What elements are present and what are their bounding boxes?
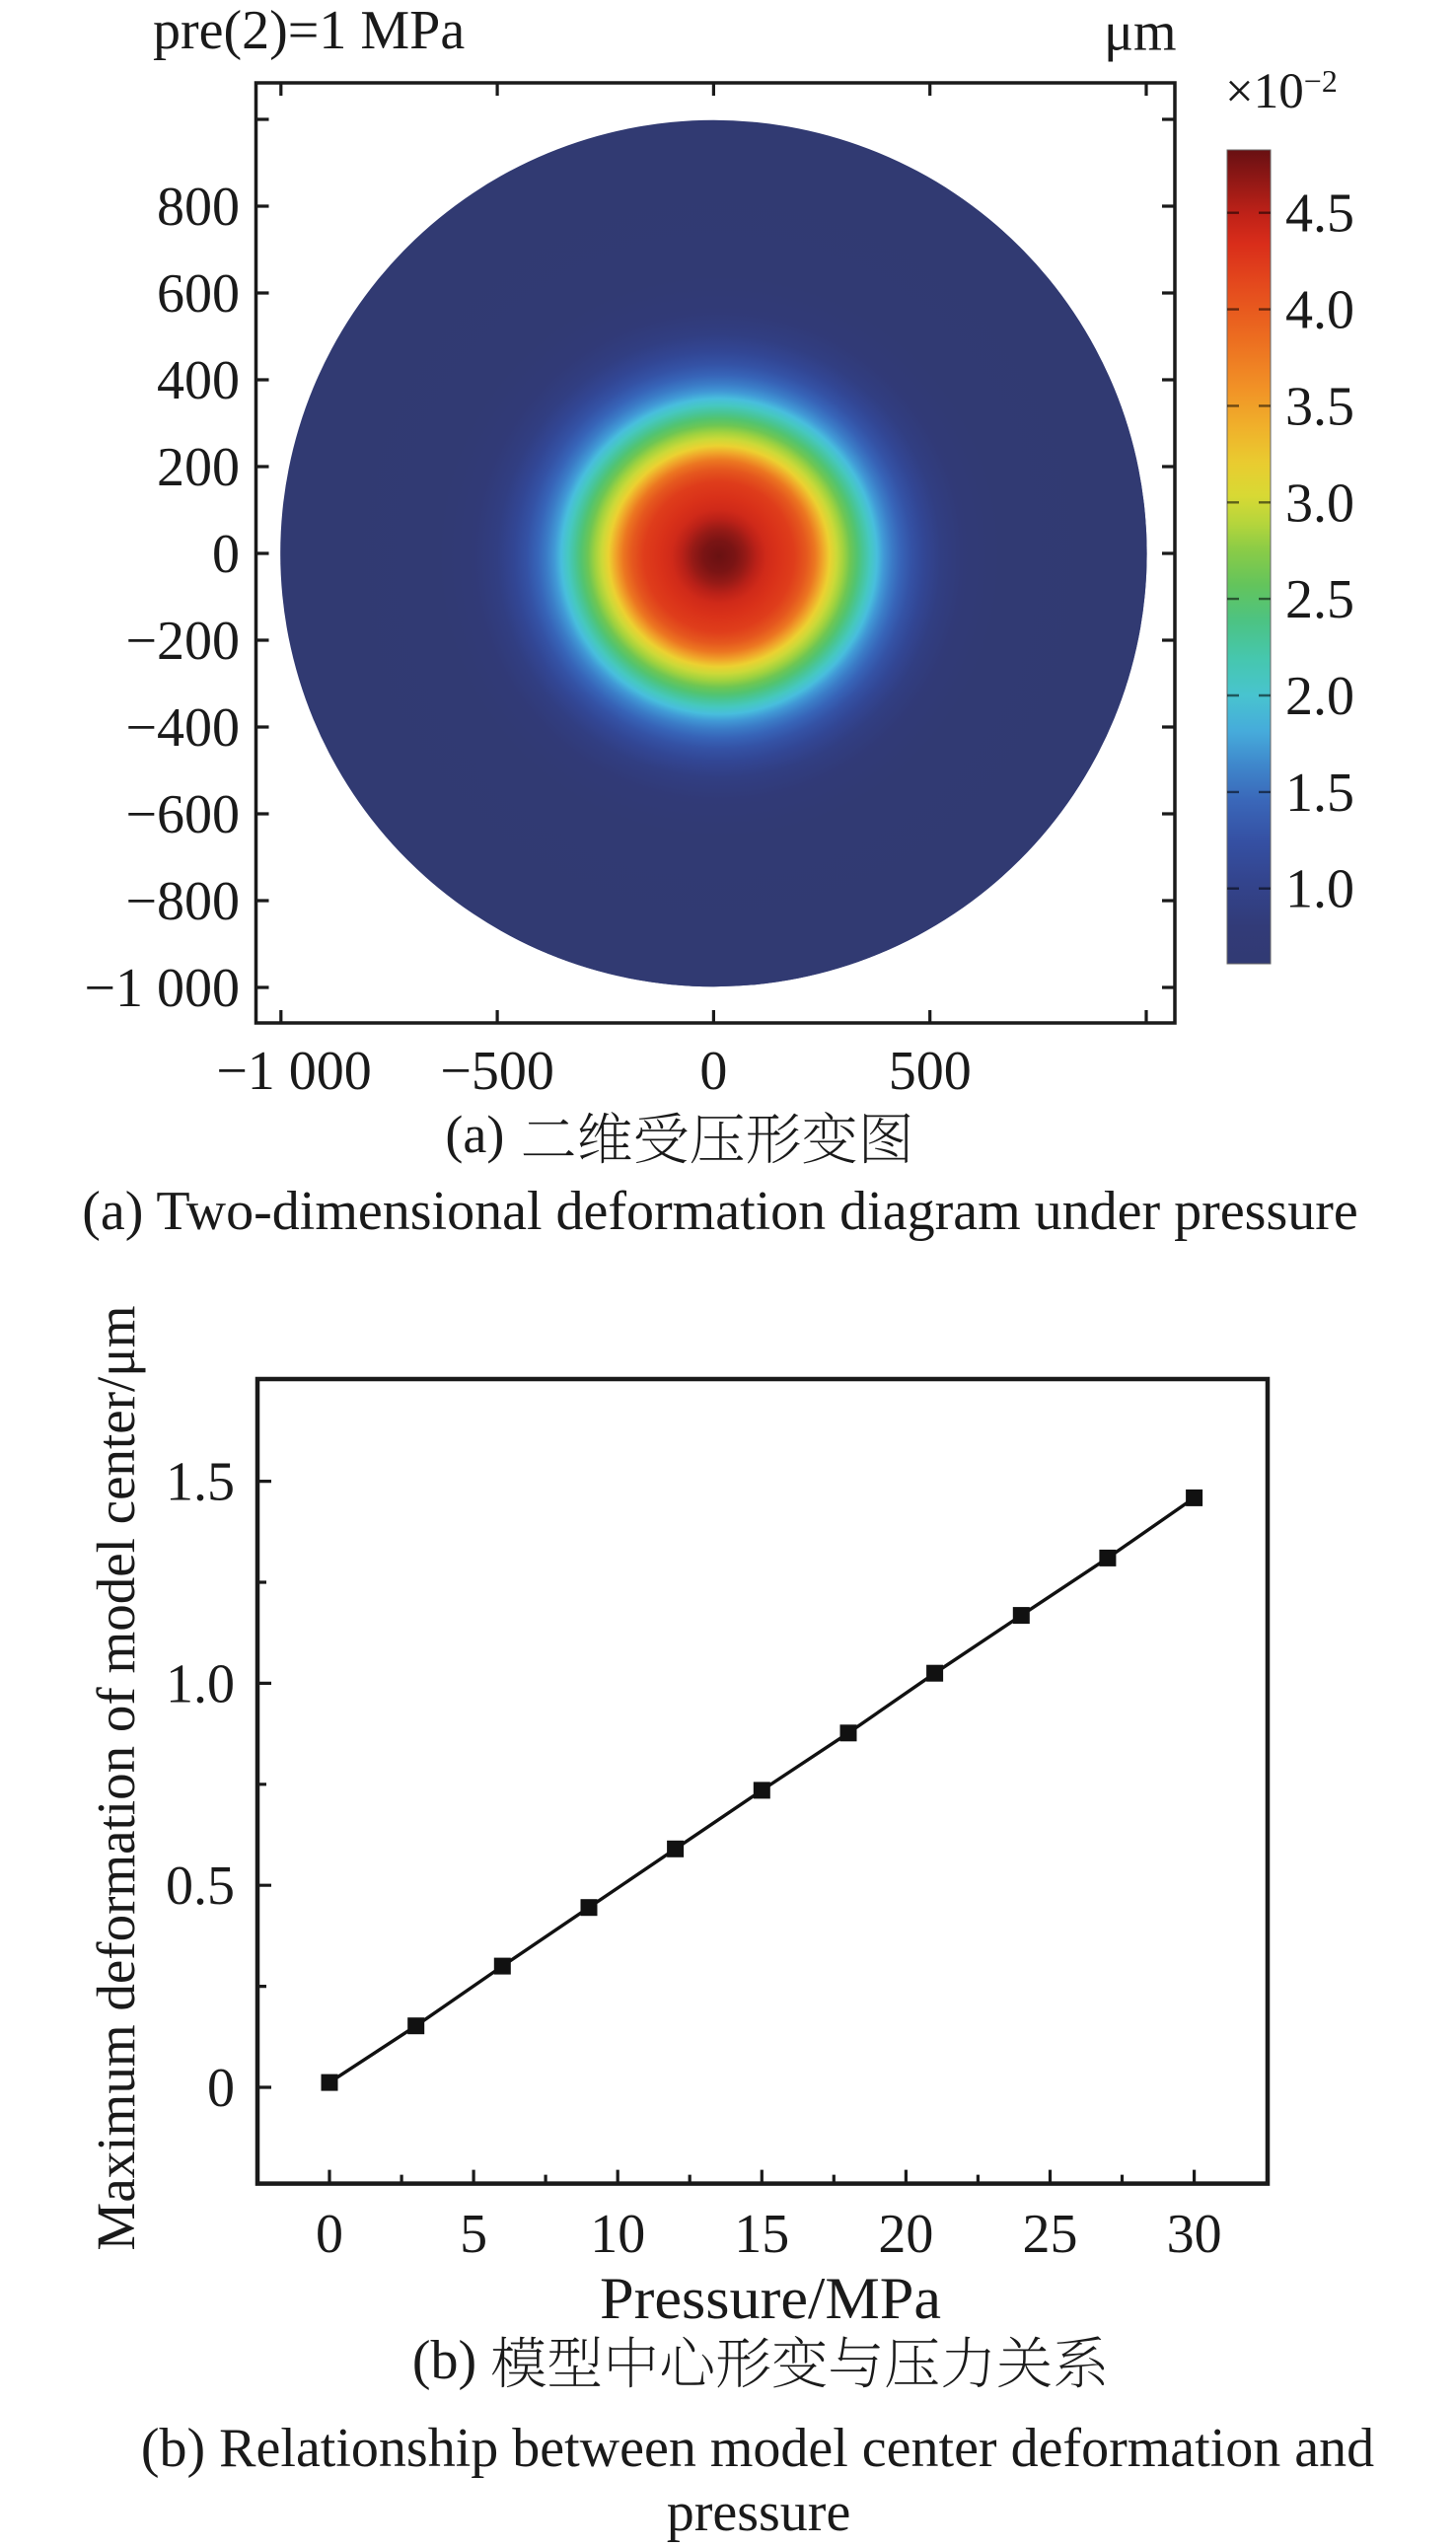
svg-text:(a): (a) [445,1105,504,1164]
svg-text:pressure: pressure [667,2482,851,2543]
svg-text:3.5: 3.5 [1285,376,1354,437]
svg-text:200: 200 [157,437,240,498]
svg-text:×10−2: ×10−2 [1225,63,1338,119]
svg-text:(b) Relationship between model: (b) Relationship between model center de… [141,2418,1374,2479]
svg-text:3.0: 3.0 [1285,473,1354,534]
svg-text:600: 600 [157,263,240,325]
svg-text:0: 0 [316,2204,343,2265]
svg-text:(a) Two-dimensional deformatio: (a) Two-dimensional deformation diagram … [82,1181,1358,1242]
svg-text:1.0: 1.0 [1285,859,1354,920]
svg-text:25: 25 [1023,2204,1078,2265]
svg-text:10: 10 [590,2204,645,2265]
svg-text:5: 5 [460,2204,487,2265]
svg-text:μm: μm [1104,2,1177,63]
svg-text:1.0: 1.0 [166,1653,235,1714]
svg-text:4.0: 4.0 [1285,280,1354,341]
svg-text:Pressure/MPa: Pressure/MPa [600,2266,941,2331]
svg-text:1.5: 1.5 [166,1452,235,1513]
svg-text:(b): (b) [412,2330,476,2391]
svg-text:800: 800 [157,177,240,238]
svg-text:20: 20 [878,2204,933,2265]
svg-text:pre(2)=1 MPa: pre(2)=1 MPa [153,0,465,61]
svg-text:−400: −400 [125,697,240,759]
svg-text:15: 15 [734,2204,789,2265]
svg-text:−600: −600 [125,784,240,845]
svg-text:0: 0 [212,524,240,585]
svg-text:−200: −200 [125,611,240,672]
svg-text:4.5: 4.5 [1285,183,1354,245]
svg-text:400: 400 [157,350,240,411]
svg-text:0.5: 0.5 [166,1856,235,1917]
svg-text:0: 0 [207,2058,235,2119]
svg-text:−800: −800 [125,871,240,932]
svg-text:−1 000: −1 000 [84,958,240,1019]
svg-text:1.5: 1.5 [1285,763,1354,824]
svg-text:2.0: 2.0 [1285,666,1354,727]
svg-text:0: 0 [699,1041,727,1102]
svg-text:2.5: 2.5 [1285,569,1354,630]
svg-text:−1 000: −1 000 [216,1041,372,1102]
svg-text:30: 30 [1167,2204,1222,2265]
svg-text:−500: −500 [440,1041,554,1102]
svg-text:Maximum deformation of model c: Maximum deformation of model center/μm [86,1305,146,2250]
svg-text:500: 500 [889,1041,972,1102]
